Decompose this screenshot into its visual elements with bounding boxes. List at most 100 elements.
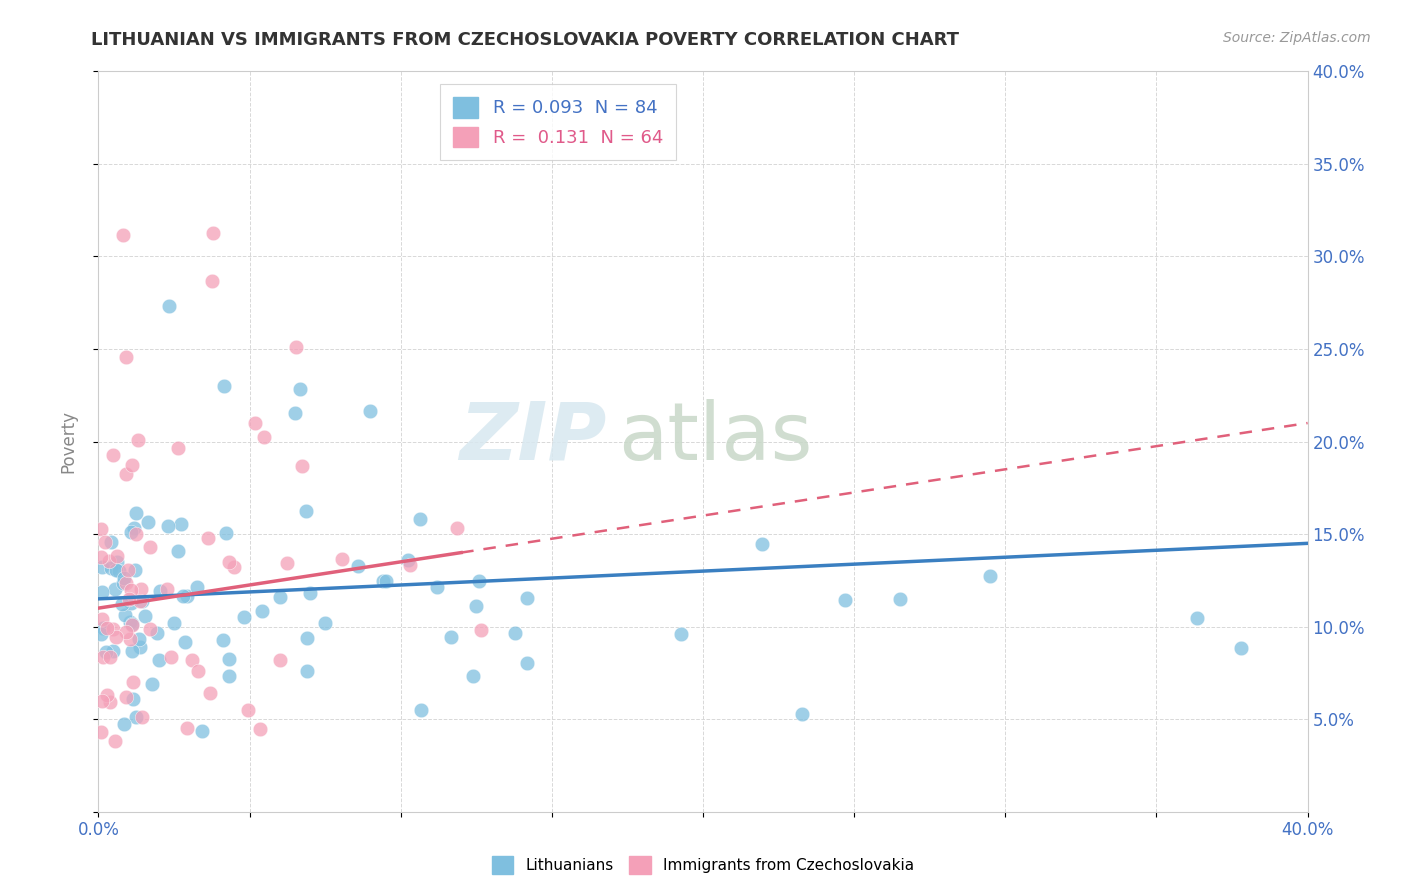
Point — [295, 503, 318, 517]
Point — [374, 574, 396, 589]
Point — [346, 559, 368, 574]
Point — [176, 589, 198, 603]
Point — [108, 564, 131, 578]
Point — [359, 404, 381, 418]
Point — [118, 615, 141, 630]
Point — [131, 710, 153, 724]
Point — [222, 560, 245, 574]
Point — [90, 549, 112, 564]
Point — [295, 664, 318, 678]
Point — [97, 554, 120, 568]
Point — [114, 624, 136, 639]
Point — [426, 580, 449, 594]
Point — [215, 525, 238, 540]
Point — [468, 574, 491, 588]
Point — [218, 555, 240, 569]
Point — [186, 580, 208, 594]
Point — [148, 653, 170, 667]
Point — [516, 656, 538, 670]
Text: ZIP: ZIP — [458, 399, 606, 477]
Y-axis label: Poverty: Poverty — [59, 410, 77, 473]
Point — [276, 556, 298, 570]
Point — [167, 543, 190, 558]
Point — [118, 591, 141, 606]
Point — [138, 515, 160, 529]
Point — [121, 692, 143, 706]
Point — [249, 722, 271, 736]
Point — [128, 632, 150, 646]
Point — [295, 631, 318, 645]
Point — [114, 607, 136, 622]
Point — [105, 563, 128, 577]
Point — [101, 622, 124, 636]
Point — [122, 521, 145, 535]
Point — [181, 653, 204, 667]
Point — [409, 703, 432, 717]
Point — [371, 574, 394, 589]
Point — [90, 522, 112, 536]
Point — [187, 665, 209, 679]
Point — [284, 340, 307, 354]
Point — [253, 430, 276, 444]
Point — [129, 582, 152, 596]
Point — [112, 571, 135, 585]
Point — [121, 617, 143, 632]
Point — [128, 593, 150, 607]
Point — [160, 650, 183, 665]
Point — [100, 560, 122, 574]
Point — [790, 707, 813, 722]
Point — [291, 459, 314, 474]
Point — [167, 441, 190, 455]
Point — [243, 416, 266, 430]
Point — [157, 519, 180, 533]
Point — [156, 582, 179, 596]
Point — [173, 635, 195, 649]
Point — [100, 535, 122, 549]
Point — [202, 226, 225, 240]
Point — [104, 582, 127, 596]
Legend: Lithuanians, Immigrants from Czechoslovakia: Lithuanians, Immigrants from Czechoslova… — [486, 850, 920, 880]
Point — [332, 551, 354, 566]
Point — [124, 563, 146, 577]
Point — [979, 569, 1001, 583]
Point — [114, 576, 136, 591]
Point — [121, 618, 143, 632]
Point — [172, 589, 194, 603]
Point — [396, 553, 419, 567]
Point — [117, 563, 139, 577]
Text: LITHUANIAN VS IMMIGRANTS FROM CZECHOSLOVAKIA POVERTY CORRELATION CHART: LITHUANIAN VS IMMIGRANTS FROM CZECHOSLOV… — [91, 31, 959, 49]
Point — [212, 632, 235, 647]
Point — [439, 630, 461, 644]
Point — [751, 536, 773, 550]
Point — [91, 622, 114, 636]
Point — [212, 378, 235, 392]
Point — [96, 621, 118, 635]
Point — [141, 677, 163, 691]
Point — [470, 624, 492, 638]
Point — [409, 512, 432, 526]
Point — [149, 584, 172, 599]
Point — [98, 650, 121, 665]
Point — [145, 626, 167, 640]
Point — [834, 593, 856, 607]
Point — [120, 597, 142, 611]
Text: Source: ZipAtlas.com: Source: ZipAtlas.com — [1223, 31, 1371, 45]
Legend: R = 0.093  N = 84, R =  0.131  N = 64: R = 0.093 N = 84, R = 0.131 N = 64 — [440, 84, 676, 160]
Point — [139, 541, 162, 555]
Point — [233, 610, 256, 624]
Point — [298, 586, 321, 600]
Point — [90, 612, 112, 626]
Point — [111, 597, 134, 611]
Point — [91, 560, 114, 574]
Point — [176, 721, 198, 735]
Point — [112, 716, 135, 731]
Point — [105, 555, 128, 569]
Point — [1230, 640, 1253, 655]
Point — [284, 406, 307, 420]
Point — [125, 709, 148, 723]
Point — [198, 686, 221, 700]
Point — [91, 649, 114, 664]
Point — [163, 615, 186, 630]
Point — [218, 669, 240, 683]
Point — [201, 274, 224, 288]
